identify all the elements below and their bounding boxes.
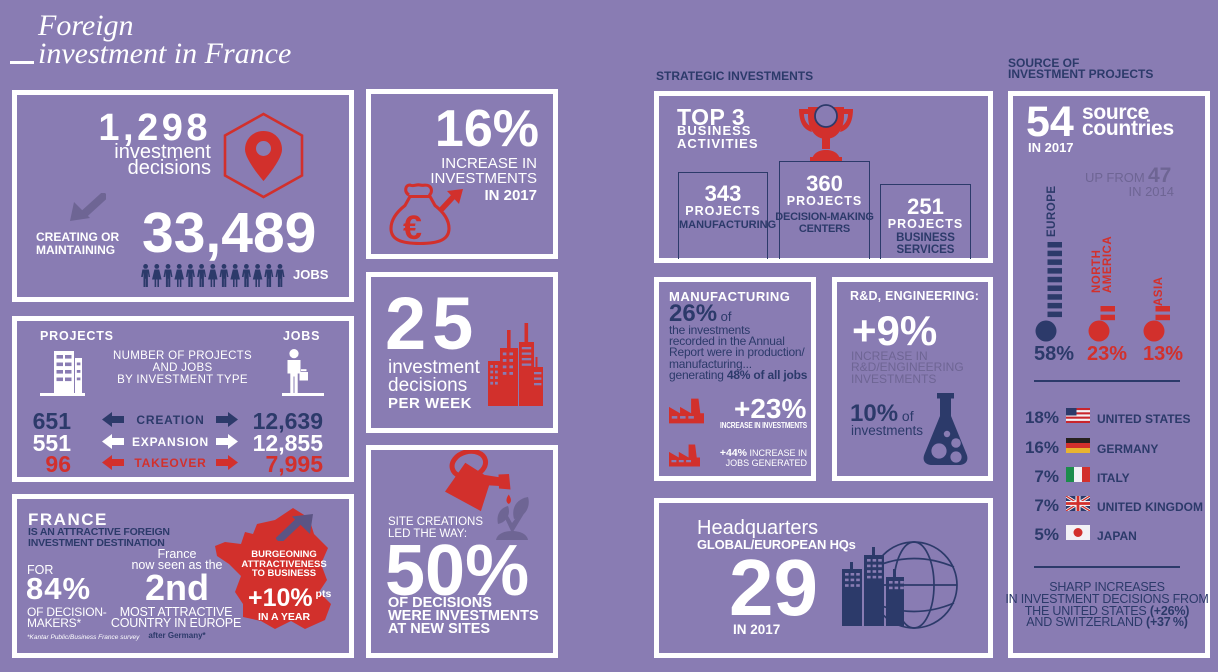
svg-text:€: €: [403, 209, 422, 247]
